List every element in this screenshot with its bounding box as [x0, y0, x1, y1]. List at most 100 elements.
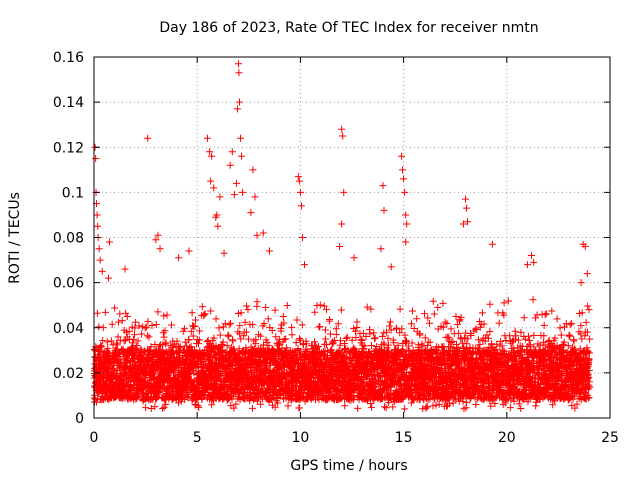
roti-point: [131, 324, 139, 332]
roti-point: [137, 345, 145, 353]
roti-point: [293, 316, 301, 324]
roti-point: [368, 403, 376, 411]
roti-point: [223, 342, 231, 350]
roti-point: [472, 400, 480, 408]
roti-point: [186, 368, 194, 376]
roti-point: [144, 317, 152, 325]
roti-point: [99, 336, 107, 344]
roti-point: [151, 403, 159, 411]
roti-point: [109, 371, 117, 379]
roti-point: [173, 337, 181, 345]
roti-point: [229, 337, 237, 345]
roti-point: [159, 405, 167, 413]
roti-point: [99, 324, 107, 332]
roti-point: [279, 312, 287, 320]
roti-point: [463, 399, 471, 407]
roti-point: [434, 303, 442, 311]
roti-point: [284, 402, 292, 410]
roti-point: [237, 335, 245, 343]
roti-point: [409, 307, 417, 315]
roti-point: [198, 303, 206, 311]
roti-point: [111, 304, 119, 312]
roti-point: [295, 335, 303, 343]
roti-point: [371, 334, 379, 342]
roti-point: [104, 344, 112, 352]
roti-point: [134, 337, 142, 345]
roti-point: [132, 318, 140, 326]
roti-point: [154, 308, 162, 316]
roti-point: [216, 331, 224, 339]
roti-point: [161, 327, 169, 335]
roti-point: [188, 309, 196, 317]
roti-point: [160, 312, 168, 320]
roti-point: [215, 324, 223, 332]
roti-point: [161, 340, 169, 348]
roti-point: [108, 320, 116, 328]
roti-point: [140, 377, 148, 385]
roti-point: [137, 330, 145, 338]
roti-point: [341, 402, 349, 410]
roti-point: [370, 329, 378, 337]
roti-point: [179, 392, 187, 400]
roti-point: [115, 318, 123, 326]
roti-point: [353, 318, 361, 326]
roti-point: [130, 331, 138, 339]
roti-point: [162, 339, 170, 347]
roti-point: [168, 321, 176, 329]
roti-point: [142, 323, 150, 331]
roti-point: [187, 327, 195, 335]
roti-point: [147, 405, 155, 413]
roti-point: [332, 331, 340, 339]
roti-point: [125, 328, 133, 336]
roti-point: [91, 391, 99, 399]
roti-point: [316, 301, 324, 309]
roti-point: [295, 404, 303, 412]
roti-point: [313, 302, 321, 310]
roti-point: [244, 306, 252, 314]
roti-point: [439, 299, 447, 307]
roti-point: [385, 322, 393, 330]
roti-point: [243, 302, 251, 310]
roti-point: [422, 404, 430, 412]
roti-point: [396, 305, 404, 313]
roti-point: [430, 310, 438, 318]
roti-point: [225, 332, 233, 340]
roti-point: [121, 336, 129, 344]
roti-point: [160, 403, 168, 411]
roti-point: [123, 312, 131, 320]
roti-point: [401, 405, 409, 413]
roti-point: [95, 323, 103, 331]
roti-point: [316, 323, 324, 331]
roti-point: [142, 404, 150, 412]
roti-point: [354, 404, 362, 412]
roti-point: [113, 341, 121, 349]
roti-point: [441, 318, 449, 326]
roti-point: [298, 321, 306, 329]
roti-point: [187, 343, 195, 351]
roti-point: [432, 401, 440, 409]
roti-point: [370, 335, 378, 343]
roti-point: [101, 308, 109, 316]
roti-point: [118, 317, 126, 325]
roti-point: [212, 315, 220, 323]
roti-point: [163, 311, 171, 319]
roti-point: [148, 322, 156, 330]
roti-point: [120, 337, 128, 345]
roti-point: [408, 339, 416, 347]
roti-point: [245, 335, 253, 343]
roti-point: [262, 303, 270, 311]
roti-point: [162, 400, 170, 408]
roti-point: [143, 332, 151, 340]
roti-point: [183, 342, 191, 350]
roti-point: [288, 323, 296, 331]
roti-point: [184, 394, 192, 402]
roti-point: [145, 333, 153, 341]
roti-point: [181, 325, 189, 333]
roti-point: [311, 308, 319, 316]
roti-point: [152, 321, 160, 329]
roti-point: [155, 342, 163, 350]
roti-point: [253, 298, 261, 306]
roti-point: [160, 333, 168, 341]
roti-point: [337, 306, 345, 314]
roti-point: [424, 314, 432, 322]
